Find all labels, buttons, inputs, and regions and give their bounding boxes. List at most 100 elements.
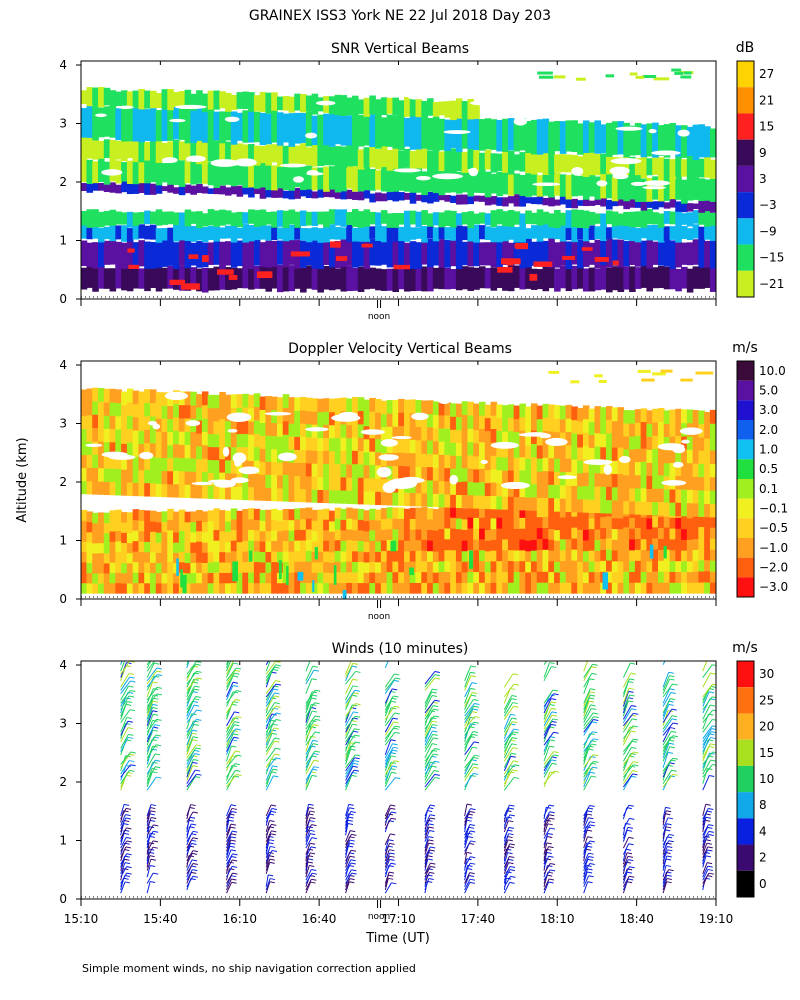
wind-barb-flag xyxy=(314,702,320,705)
heat-cell xyxy=(525,458,532,472)
wind-barb-flag xyxy=(666,881,672,884)
heat-cell xyxy=(180,569,183,588)
heat-cell xyxy=(709,560,716,572)
wind-barb-flag xyxy=(232,853,238,856)
heat-cell xyxy=(103,415,111,429)
heat-cell xyxy=(184,209,192,227)
heat-cell xyxy=(92,226,99,239)
heat-cell xyxy=(219,472,226,486)
heat-cell xyxy=(155,522,163,533)
wind-barb-flag xyxy=(310,833,316,836)
heat-cell xyxy=(432,401,440,416)
wind-barb xyxy=(226,690,237,704)
heat-cell xyxy=(409,227,417,240)
heat-cell xyxy=(357,224,365,242)
wind-barb-flag xyxy=(428,878,434,881)
wind-barb-flag xyxy=(507,852,513,855)
heat-cell xyxy=(432,102,440,117)
heat-cell xyxy=(196,551,203,563)
heat-cell xyxy=(334,450,342,465)
wind-barb-flag xyxy=(311,837,317,840)
heat-cell xyxy=(173,224,180,242)
heat-cell xyxy=(536,269,544,290)
heat-cell xyxy=(86,181,94,193)
heat-cell xyxy=(559,560,567,572)
heat-cell xyxy=(392,213,399,228)
heat-cell xyxy=(259,551,267,563)
heat-cell xyxy=(403,519,411,531)
heat-cell xyxy=(444,210,451,227)
heat-cell xyxy=(513,560,521,573)
heat-cell xyxy=(167,582,174,594)
wind-barb xyxy=(384,811,392,823)
wind-barb-flag xyxy=(196,709,202,712)
wind-barb-flag xyxy=(195,769,201,772)
wind-barb xyxy=(265,695,275,711)
heat-cell xyxy=(530,507,538,519)
heat-cell xyxy=(288,488,296,502)
heat-cell xyxy=(571,527,578,539)
heat-cell xyxy=(155,444,163,458)
heat-cell xyxy=(363,412,371,427)
data-gap xyxy=(436,393,453,404)
wind-barb xyxy=(464,716,476,730)
heat-cell xyxy=(305,111,313,147)
heat-cell xyxy=(121,532,128,543)
heat-cell xyxy=(288,561,296,573)
heat-cell xyxy=(196,407,203,421)
heat-cell xyxy=(577,539,584,552)
heat-cell xyxy=(375,478,382,492)
heat-cell xyxy=(375,225,382,241)
wind-barb-flag xyxy=(311,697,317,700)
heat-cell xyxy=(121,482,128,496)
wind-barb-flag xyxy=(591,666,597,669)
heat-cell xyxy=(121,181,128,193)
heat-cell xyxy=(559,582,567,594)
heat-cell xyxy=(173,552,180,564)
wind-barb xyxy=(146,753,156,768)
heat-cell xyxy=(323,187,330,198)
wind-barb-flag xyxy=(626,881,633,884)
wind-barb xyxy=(622,871,628,884)
wind-barb-flag xyxy=(545,858,552,861)
heat-cell xyxy=(103,106,111,137)
heat-cell xyxy=(288,143,296,166)
heat-cell xyxy=(502,211,509,227)
heat-cell xyxy=(121,404,128,418)
heat-cell xyxy=(328,266,336,291)
wind-barb xyxy=(345,850,352,862)
wind-barb xyxy=(464,830,471,842)
wind-barb-flag xyxy=(153,662,160,665)
heat-cell xyxy=(161,186,169,192)
heat-cell xyxy=(282,224,290,242)
heat-cell xyxy=(660,369,673,373)
wind-barb-flag xyxy=(625,848,632,851)
heat-cell xyxy=(352,239,359,268)
heat-cell xyxy=(496,430,503,445)
heat-cell xyxy=(196,541,203,553)
heat-cell xyxy=(386,241,394,268)
wind-barb-flag xyxy=(150,810,156,813)
wind-barb-flag xyxy=(473,772,479,775)
heat-cell xyxy=(709,476,716,491)
heat-cell xyxy=(444,401,451,416)
wind-barb xyxy=(464,665,472,681)
heat-cell xyxy=(317,211,324,225)
heat-cell xyxy=(363,238,371,270)
heat-cell xyxy=(594,582,602,594)
heat-cell xyxy=(182,574,187,594)
heat-cell xyxy=(138,482,145,497)
heat-cell xyxy=(265,240,272,268)
heat-cell xyxy=(126,91,134,108)
wind-barb-flag xyxy=(431,765,437,768)
wind-barb-flag xyxy=(313,753,319,756)
heat-cell xyxy=(507,242,515,266)
wind-barb-flag xyxy=(126,866,132,869)
heat-cell xyxy=(265,487,272,502)
heat-cell xyxy=(519,506,526,518)
wind-barb xyxy=(543,869,551,881)
heat-cell xyxy=(681,502,688,517)
heat-cell xyxy=(548,457,555,472)
wind-barb-flag xyxy=(274,695,280,698)
wind-barb-flag xyxy=(313,759,320,762)
